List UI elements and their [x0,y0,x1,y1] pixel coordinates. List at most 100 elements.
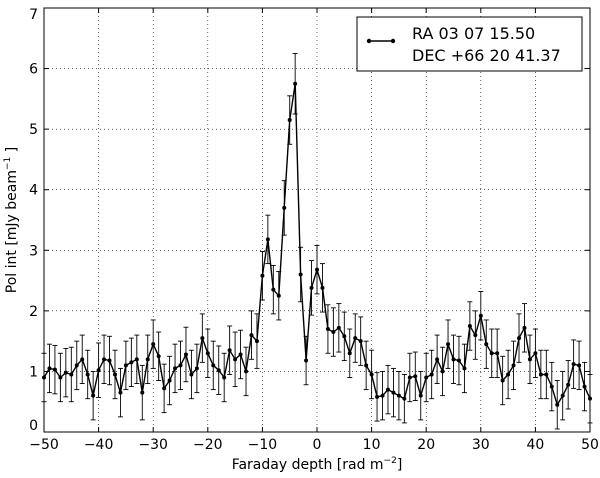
x-tick-label: −40 [84,437,114,453]
data-point [162,386,167,391]
data-point [391,390,396,395]
data-point [527,357,532,362]
legend-marker [390,38,396,44]
data-point [254,339,259,344]
data-point [260,273,265,278]
x-axis-label: Faraday depth [rad m−2] [232,456,403,473]
data-point [183,352,188,357]
data-point [63,370,68,375]
data-point [429,372,434,377]
data-point [396,393,401,398]
y-tick-label: 7 [29,7,38,23]
data-point [74,363,79,368]
data-point [194,366,199,371]
data-point [205,351,210,356]
axis-ticks: −50 −40 −30 −20 −10 0 10 20 30 40 50 0 1 2 3 4 5 6 7 [29,7,599,453]
data-point [282,205,287,210]
legend-box [356,16,583,72]
data-point [402,396,407,401]
data-point [249,333,254,338]
data-point [451,357,456,362]
data-point [287,118,292,123]
x-tick-label: 20 [417,437,435,453]
data-point [462,366,467,371]
data-point [353,336,358,341]
x-tick-label: −20 [193,437,223,453]
data-point [566,382,571,387]
data-point [467,324,472,328]
data-point [233,357,238,362]
data-point [500,378,505,383]
data-point [58,375,63,380]
data-point [151,342,156,347]
y-tick-label: 3 [29,243,38,259]
data-point [456,358,461,363]
data-point [413,374,418,379]
data-point [178,363,183,368]
legend-marker [366,38,372,44]
data-point [484,342,489,347]
legend-entry-ra: RA 03 07 15.50 [412,24,535,43]
data-point [102,357,107,362]
data-point [216,368,221,373]
data-point [265,237,270,242]
x-tick-label: −50 [29,437,59,453]
data-point [358,339,363,344]
data-point [167,378,172,383]
data-point [555,402,560,407]
data-point [331,330,336,335]
y-tick-label: 1 [29,364,38,380]
data-point [511,363,516,368]
data-point [342,334,347,339]
data-point [364,363,369,368]
data-point [440,369,445,374]
y-tick-label: 2 [29,304,38,320]
data-point [369,372,374,377]
x-tick-label: 0 [313,437,322,453]
data-point [112,372,117,377]
data-point [325,327,330,332]
data-point [129,360,134,365]
data-point [271,287,276,292]
data-point [156,354,161,359]
legend: RA 03 07 15.50 DEC +66 20 41.37 [356,16,583,72]
data-point [407,375,412,380]
data-point [577,363,582,368]
data-points [42,81,592,407]
data-point [582,384,587,389]
x-tick-label: 30 [472,437,490,453]
data-point [309,285,314,290]
data-point [140,390,145,395]
data-point [538,372,543,377]
data-point [298,272,303,277]
data-point [189,372,194,377]
data-point [424,375,429,380]
data-point [380,393,385,398]
data-point [227,348,232,353]
data-point [222,375,227,380]
data-point [238,352,243,357]
data-point [347,351,352,356]
data-point [47,366,52,371]
data-point [435,357,440,362]
data-point [517,336,522,341]
data-point [69,372,74,377]
x-tick-label: −30 [138,437,168,453]
data-point [85,372,90,377]
data-point [134,357,139,362]
data-point [304,358,309,363]
data-point [107,358,112,363]
data-point [173,366,178,371]
data-point [478,313,483,318]
x-tick-label: 40 [526,437,544,453]
data-point [544,372,549,377]
data-point [80,357,85,362]
data-point [560,393,565,398]
data-point [495,351,500,356]
x-tick-label: 10 [363,437,381,453]
data-point [200,336,205,341]
y-axis-label: Pol int [mJy beam−1 ] [3,147,20,293]
y-tick-label: 5 [29,122,38,138]
